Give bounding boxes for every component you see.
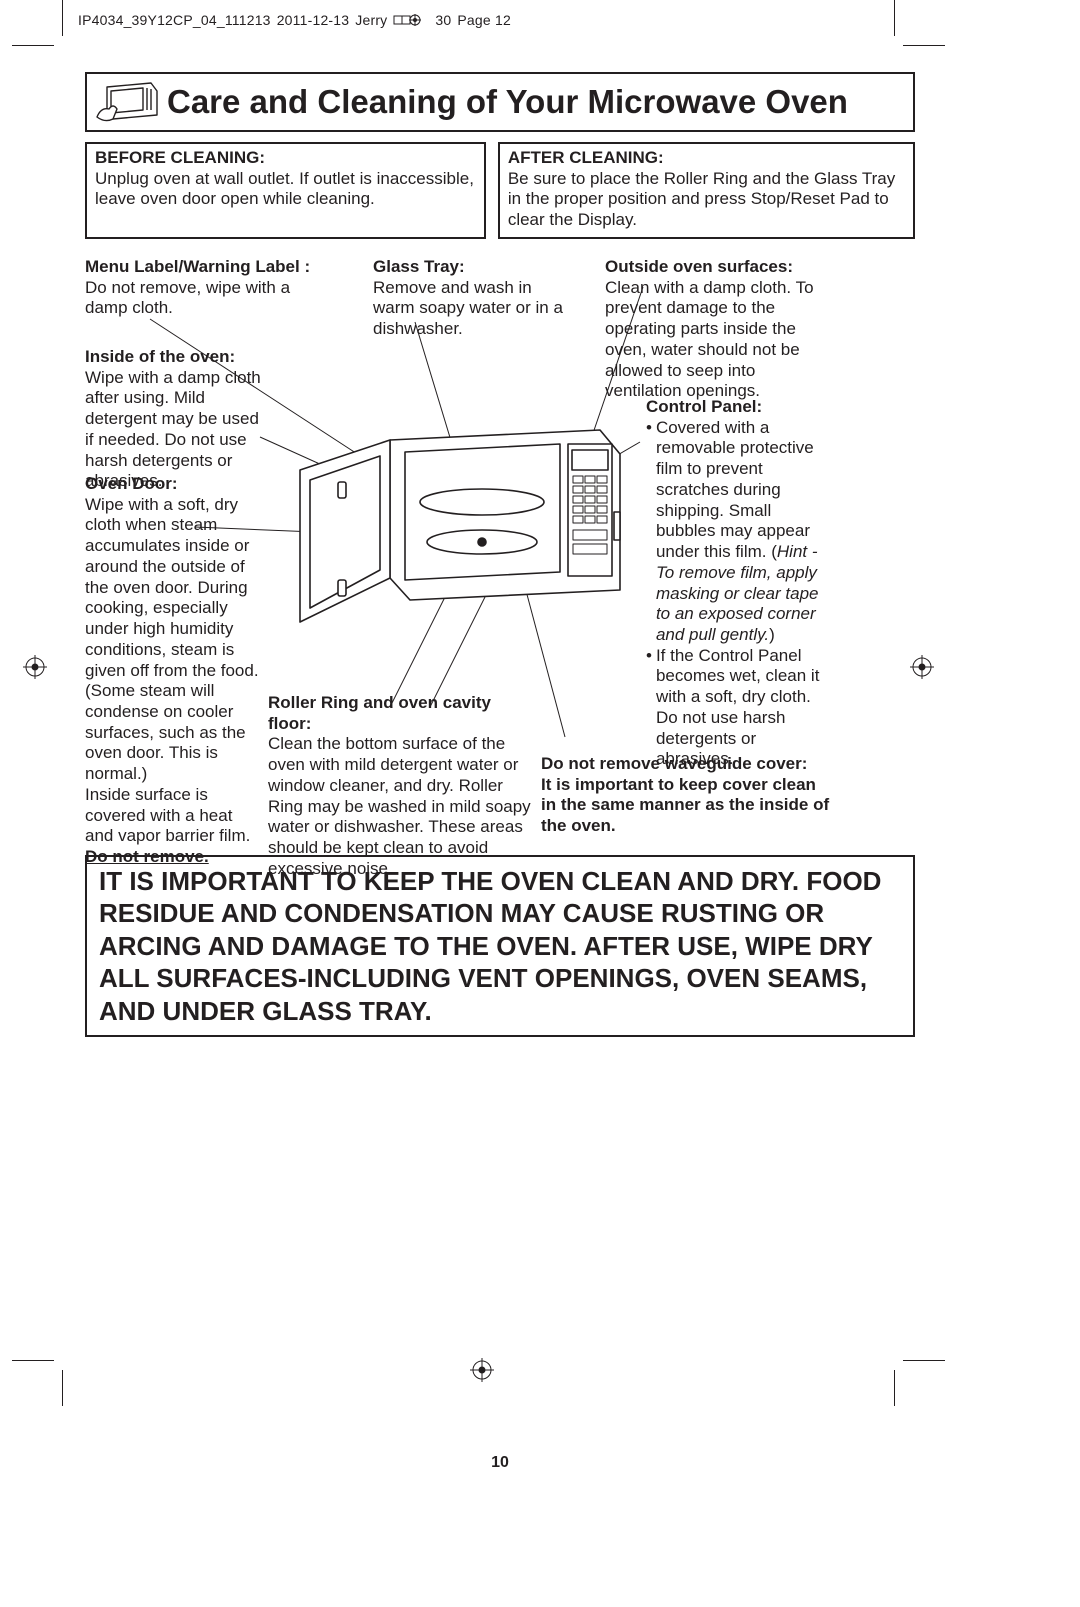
callout-title: Glass Tray: (373, 257, 465, 276)
callout-glass-tray: Glass Tray: Remove and wash in warm soap… (373, 257, 568, 340)
callout-body: Wipe with a soft, dry cloth when steam a… (85, 495, 259, 784)
callout-body: Clean the bottom surface of the oven wit… (268, 734, 531, 877)
warning-text: IT IS IMPORTANT TO KEEP THE OVEN CLEAN A… (99, 866, 881, 1026)
registration-mark-icon (393, 13, 429, 27)
print-metadata: IP4034_39Y12CP_04_111213 2011-12-13 Jerr… (78, 12, 511, 28)
after-body: Be sure to place the Roller Ring and the… (508, 169, 895, 229)
callout-body: Remove and wash in warm soapy water or i… (373, 278, 563, 338)
after-cleaning-box: AFTER CLEANING: Be sure to place the Rol… (498, 142, 915, 239)
callout-oven-door: Oven Door: Wipe with a soft, dry cloth w… (85, 474, 260, 868)
callout-body: Inside surface is covered with a heat an… (85, 785, 250, 866)
callout-body: Wipe with a damp cloth after using. Mild… (85, 368, 261, 491)
before-cleaning-box: BEFORE CLEANING: Unplug oven at wall out… (85, 142, 486, 239)
crop-mark (894, 1370, 895, 1406)
crop-mark (12, 1360, 54, 1361)
page-title-block: Care and Cleaning of Your Microwave Oven (85, 72, 915, 132)
callout-body: Covered with a removable protective film… (656, 418, 829, 646)
meta-date: 2011-12-13 (277, 12, 350, 28)
before-heading: BEFORE CLEANING: (95, 148, 265, 167)
meta-time: 30 (435, 12, 451, 28)
callout-title: Oven Door: (85, 474, 178, 493)
important-warning-box: IT IS IMPORTANT TO KEEP THE OVEN CLEAN A… (85, 855, 915, 1038)
crop-mark (894, 0, 895, 36)
callout-control-panel: Control Panel: • Covered with a removabl… (646, 397, 829, 770)
crop-mark (62, 1370, 63, 1406)
before-body: Unplug oven at wall outlet. If outlet is… (95, 169, 474, 209)
page-number: 10 (85, 1454, 915, 1472)
callout-region: Menu Label/Warning Label : Do not remove… (85, 257, 915, 837)
callout-waveguide: Do not remove waveguide cover: It is imp… (541, 754, 831, 837)
crop-mark (12, 45, 54, 46)
callout-body: It is important to keep cover clean in t… (541, 775, 829, 835)
crop-mark (62, 0, 63, 36)
callout-title: Outside oven surfaces: (605, 257, 793, 276)
meta-author: Jerry (355, 12, 387, 28)
meta-filecode: IP4034_39Y12CP_04_111213 (78, 12, 271, 28)
callout-body: Clean with a damp cloth. To prevent dama… (605, 278, 814, 401)
callout-title: Menu Label/Warning Label : (85, 257, 310, 276)
crop-mark (903, 1360, 945, 1361)
callout-title: Roller Ring and oven cavity floor: (268, 693, 491, 733)
callout-roller-ring: Roller Ring and oven cavity floor: Clean… (268, 693, 534, 880)
meta-page: Page 12 (457, 12, 511, 28)
callout-title: Control Panel: (646, 397, 762, 416)
after-heading: AFTER CLEANING: (508, 148, 664, 167)
bullet-icon: • (646, 418, 652, 646)
callout-title: Inside of the oven: (85, 347, 235, 366)
callout-menu-label: Menu Label/Warning Label : Do not remove… (85, 257, 335, 319)
registration-mark-icon (470, 1358, 494, 1382)
page-title: Care and Cleaning of Your Microwave Oven (167, 79, 854, 125)
callout-outside-surfaces: Outside oven surfaces: Clean with a damp… (605, 257, 835, 402)
crop-mark (903, 45, 945, 46)
callout-body: Do not remove, wipe with a damp cloth. (85, 278, 290, 318)
registration-mark-icon (23, 655, 47, 679)
callout-body: If the Control Panel becomes wet, clean … (656, 646, 829, 770)
microwave-cleaning-icon (87, 74, 167, 130)
callout-inside-oven: Inside of the oven: Wipe with a damp clo… (85, 347, 265, 492)
bullet-icon: • (646, 646, 652, 770)
callout-title: Do not remove waveguide cover: (541, 754, 807, 773)
microwave-diagram (280, 422, 640, 652)
